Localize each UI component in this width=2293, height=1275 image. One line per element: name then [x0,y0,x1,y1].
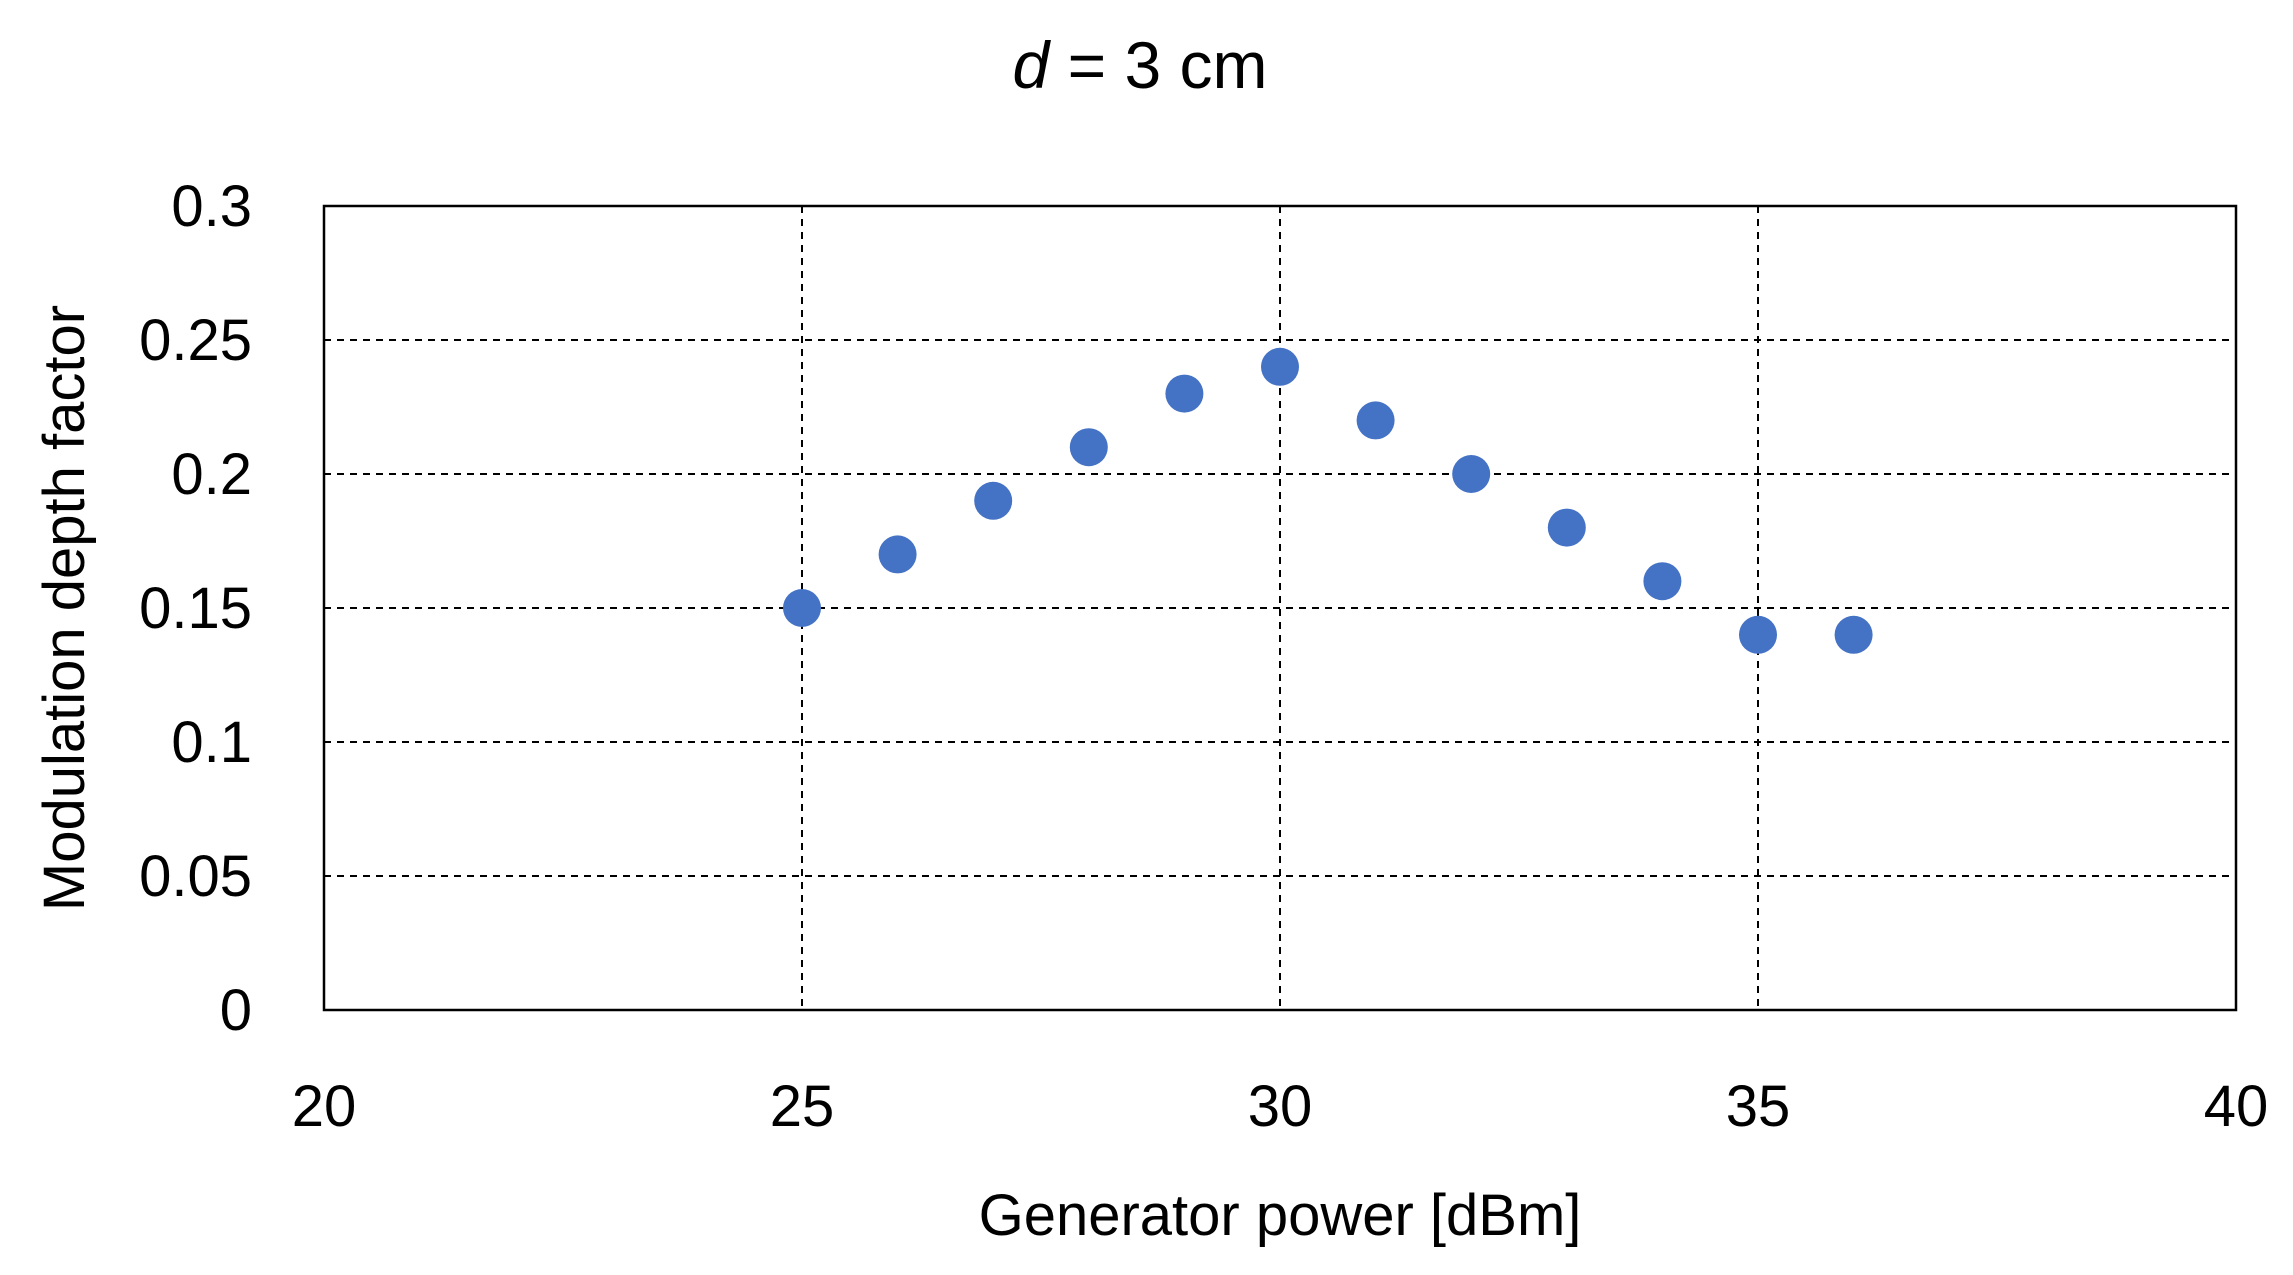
x-tick-label: 40 [2204,1074,2269,1139]
x-tick-label: 35 [1726,1074,1791,1139]
y-tick-label: 0.25 [139,308,252,373]
data-point [1739,615,1777,654]
y-tick-label: 0.3 [171,174,252,239]
y-tick-label: 0.2 [171,442,252,507]
y-tick-label: 0 [220,978,252,1043]
y-axis-label: Modulation depth factor [32,305,97,911]
data-point [1165,374,1204,413]
chart-title-rest: = 3 cm [1049,28,1267,102]
data-point [1452,455,1491,493]
data-point [1261,347,1299,386]
y-tick-label: 0.05 [139,844,252,909]
data-point [974,481,1013,520]
data-point [1643,562,1682,601]
x-tick-label: 20 [292,1074,357,1139]
y-tick-label: 0.1 [171,710,252,775]
plot-area-frame [322,204,2238,1012]
data-point [878,535,917,574]
x-axis-label: Generator power [dBm] [979,1183,1582,1248]
gridlines [324,206,2236,1010]
tick-labels: 20 25 30 35 40 0 0.05 0.1 0.15 0.2 0.25 0.3 [139,174,2268,1139]
data-point [783,589,821,627]
chart-title-variable: d [1013,28,1052,102]
data-point [1834,615,1873,654]
x-tick-label: 30 [1248,1074,1313,1139]
chart-title: d = 3 cm [1013,28,1268,102]
data-point [1356,401,1395,440]
data-point [1547,508,1586,547]
x-tick-label: 25 [770,1074,835,1139]
y-tick-label: 0.15 [139,576,252,641]
data-points [783,347,1873,654]
data-point [1069,428,1108,467]
